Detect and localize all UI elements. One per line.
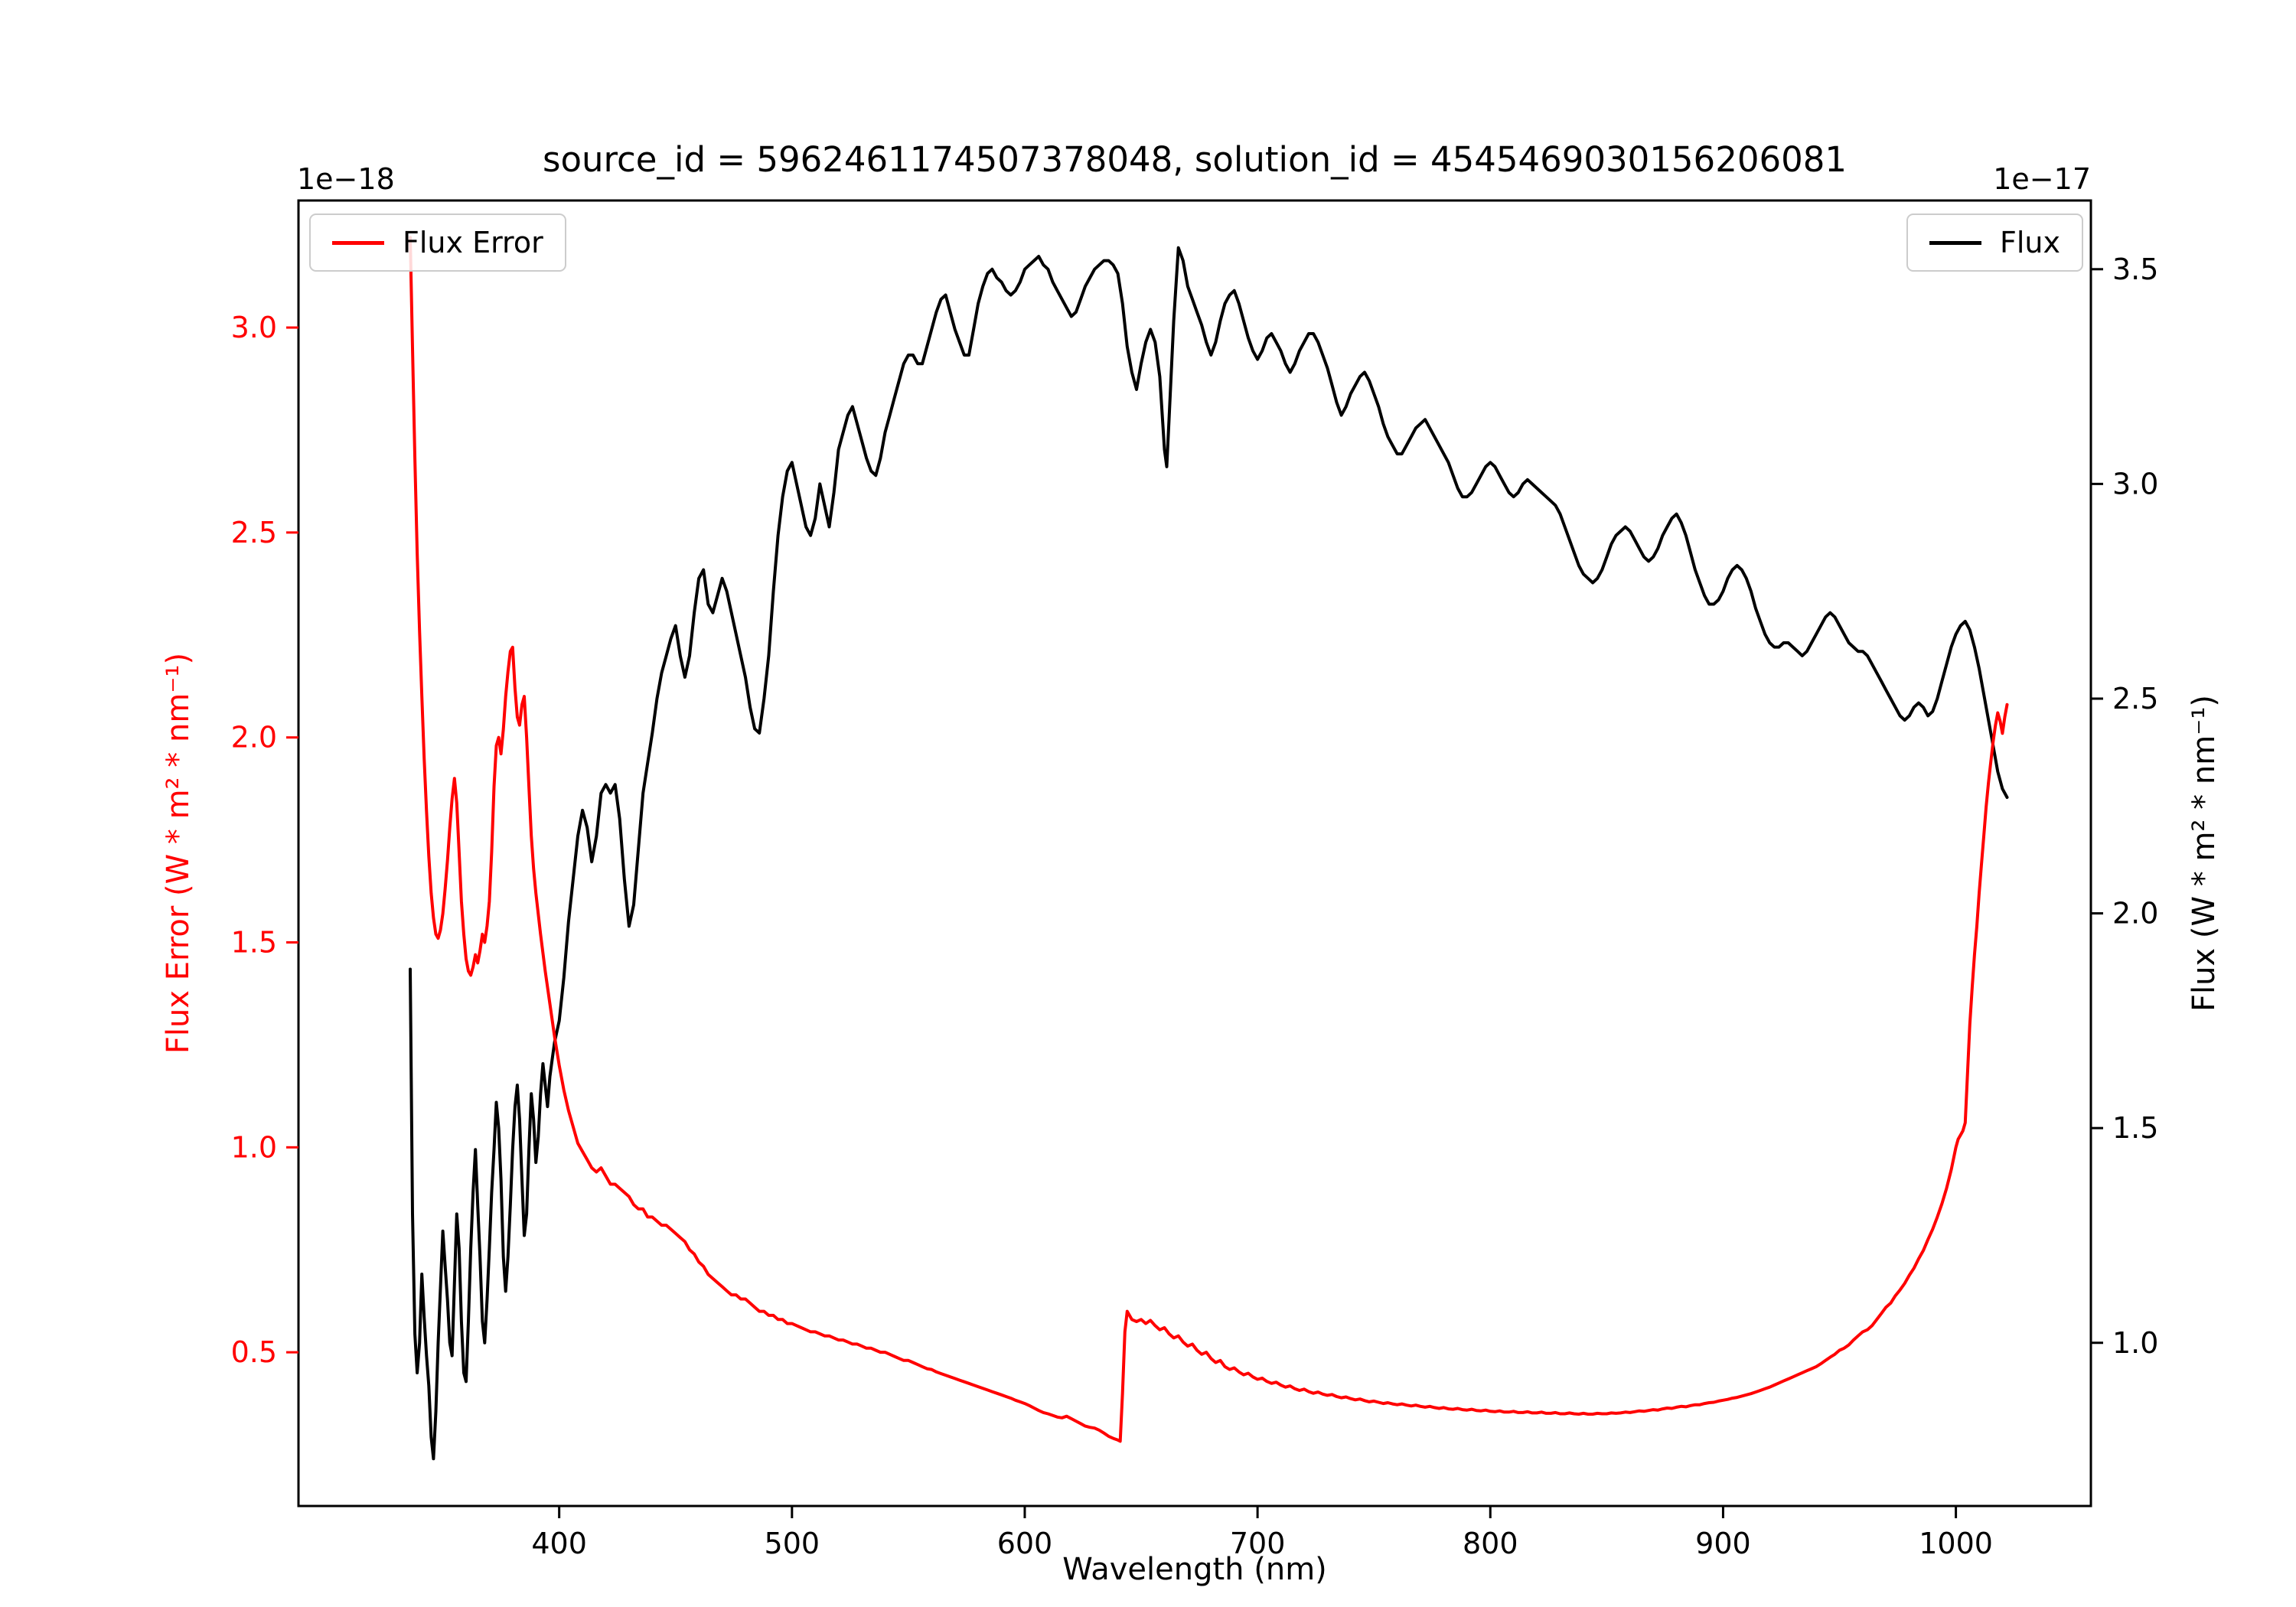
x-tick-label: 700 [1230,1527,1286,1560]
x-tick-label: 600 [997,1527,1053,1560]
left-axis-offset-label: 1e−18 [297,162,395,196]
right-axis-offset-label: 1e−17 [1993,162,2091,196]
left-tick-label: 2.5 [231,516,277,549]
x-tick-label: 800 [1463,1527,1518,1560]
legend-flux-label: Flux [2000,226,2060,259]
right-tick-label: 1.5 [2112,1111,2158,1145]
right-tick-label: 2.0 [2112,897,2158,931]
right-tick-label: 3.0 [2112,467,2158,500]
left-tick-label: 1.5 [231,926,277,960]
flux-error-curve [409,236,2009,1443]
legend-flux-error-label: Flux Error [403,226,543,259]
right-tick-label: 2.5 [2112,682,2158,715]
flux-error-line-sample-icon [332,240,384,245]
left-tick-label: 3.0 [231,311,277,344]
flux-line-sample-icon [1929,240,1981,245]
legend-flux-error: Flux Error [309,214,566,272]
right-axis-label: Flux (W * m² * nm⁻¹) [2187,695,2222,1012]
flux-curve [409,246,2009,1461]
right-tick-label: 3.5 [2112,253,2158,286]
left-tick-label: 0.5 [231,1335,277,1369]
x-tick-label: 1000 [1919,1527,1993,1560]
x-axis-label: Wavelength (nm) [1062,1552,1327,1587]
chart-title: source_id = 5962461174507378048, solutio… [543,139,1847,180]
x-tick-label: 900 [1695,1527,1751,1560]
x-tick-label: 500 [765,1527,820,1560]
legend-flux: Flux [1906,214,2083,272]
x-tick-label: 400 [531,1527,587,1560]
axes-spines [297,199,2092,1508]
left-axis-label: Flux Error (W * m² * nm⁻¹) [161,652,196,1054]
left-tick-label: 1.0 [231,1130,277,1164]
left-tick-label: 2.0 [231,721,277,755]
right-tick-label: 1.0 [2112,1326,2158,1360]
